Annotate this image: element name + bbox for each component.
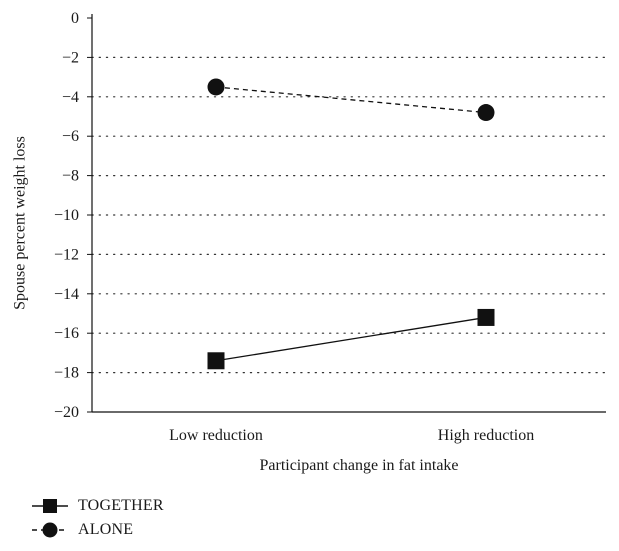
circle-marker-icon: [32, 522, 68, 538]
legend-label-together: TOGETHER: [78, 497, 164, 514]
data-point-square: [207, 352, 225, 370]
y-tick-label: −10: [54, 207, 79, 224]
data-point-circle: [477, 104, 495, 122]
y-axis-title: Spouse percent weight loss: [12, 136, 29, 310]
legend-label-alone: ALONE: [78, 521, 134, 538]
y-tick-label: −12: [54, 246, 79, 263]
data-point-circle: [207, 78, 225, 96]
axes: [87, 14, 606, 413]
y-tick-label: −8: [62, 168, 79, 185]
y-tick-label: −20: [54, 404, 79, 421]
legend-item-alone: ALONE: [30, 518, 164, 542]
gridlines: [91, 56, 607, 374]
legend-item-together: TOGETHER: [30, 494, 164, 518]
series-alone: [207, 78, 495, 122]
data-point-square: [477, 308, 495, 326]
series-group: [207, 78, 495, 370]
series-line: [215, 86, 487, 114]
series-together: [207, 308, 495, 370]
y-tick-label: −14: [54, 286, 79, 303]
x-tick-label: High reduction: [438, 427, 534, 444]
legend: TOGETHER ALONE: [30, 494, 164, 542]
x-tick-labels: Low reduction High reduction: [169, 427, 534, 444]
y-tick-label: −4: [62, 89, 79, 106]
y-tick-label: −2: [62, 49, 79, 66]
series-line: [215, 316, 487, 362]
y-tick-labels: 0 −2 −4 −6 −8 −10 −12 −14 −16 −18 −20: [54, 10, 79, 421]
y-tick-label: −6: [62, 128, 79, 145]
y-tick-label: 0: [71, 10, 79, 27]
square-marker-icon: [32, 499, 68, 513]
y-tick-label: −18: [54, 365, 79, 382]
x-tick-label: Low reduction: [169, 427, 263, 444]
y-tick-label: −16: [54, 325, 79, 342]
x-axis-title: Participant change in fat intake: [259, 457, 458, 474]
